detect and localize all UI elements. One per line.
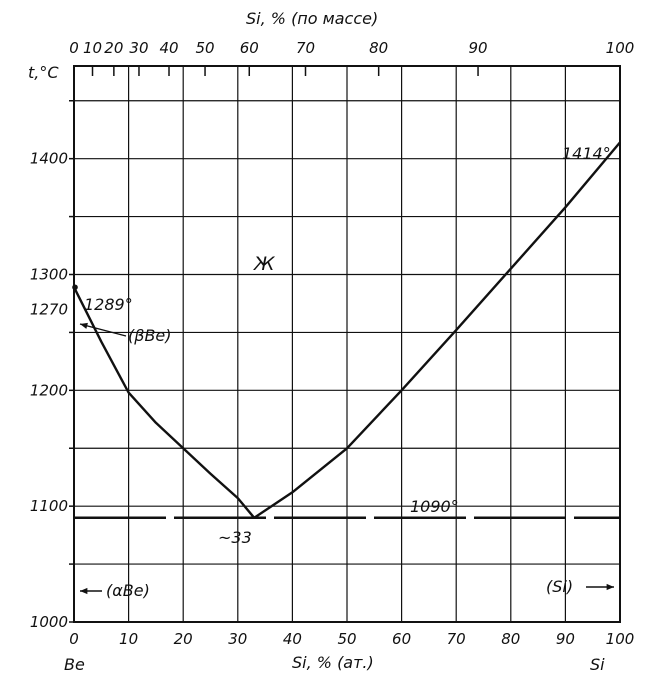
x-tick-label: 10 [119, 630, 138, 648]
annotation-arrows [79, 322, 614, 595]
si-phase-label: (Si) [546, 577, 573, 596]
series-liquidus-right [253, 141, 621, 519]
y-tick-label: 1400 [30, 150, 68, 168]
x-tick-label: 50 [337, 630, 356, 648]
x-tick-label: 100 [606, 630, 635, 648]
top-tick-label: 40 [159, 39, 178, 57]
grid [74, 66, 620, 622]
eutectic-composition-label: ~33 [218, 528, 252, 547]
top-tick-label: 90 [468, 39, 487, 57]
top-axis-label: Si, % (по массе) [246, 9, 378, 28]
be-melting-point [72, 284, 78, 291]
tick-labels: 0 10 20 30 40 50 60 70 80 90 1000 10 20 30 40 50 60 70 80 9… [30, 39, 635, 648]
x-tick-label: 40 [283, 630, 302, 648]
x-tick-label: 60 [392, 630, 411, 648]
beta-be-label: (βBe) [128, 326, 172, 345]
y-tick-label: 1200 [30, 381, 68, 399]
x-tick-label: 70 [447, 630, 466, 648]
y-tick-label: 1100 [30, 497, 68, 515]
si-phase-arrow-head [606, 583, 614, 591]
y-tick-label: 1000 [30, 613, 68, 631]
eutectic-temp-label: 1090° [410, 497, 459, 516]
top-tick-label: 60 [240, 39, 259, 57]
liquid-phase-label: Ж [253, 253, 276, 275]
series-liquidus-left [72, 286, 256, 519]
plot-frame [69, 65, 621, 623]
element-label-si: Si [590, 655, 605, 674]
x-tick-label: 90 [556, 630, 575, 648]
element-label-be: Be [64, 655, 85, 674]
plot-border [73, 65, 621, 623]
y-axis-label: t,°C [28, 63, 59, 82]
liquidus-curves [72, 141, 621, 520]
top-tick-label: 20 [104, 39, 123, 57]
x-tick-label: 0 [69, 630, 79, 648]
top-tick-label: 30 [129, 39, 148, 57]
top-tick-label: 10 [83, 39, 102, 57]
top-tick-label: 50 [195, 39, 214, 57]
top-tick-label: 70 [296, 39, 315, 57]
alpha-be-label: (αBe) [106, 581, 150, 600]
bottom-axis-label: Si, % (ат.) [292, 653, 374, 672]
y-tick-label: 1300 [30, 266, 68, 284]
top-tick-label: 0 [69, 39, 79, 57]
top-tick-label: 100 [606, 39, 635, 57]
beta-be-arrow [79, 323, 127, 337]
x-tick-label: 30 [228, 630, 247, 648]
x-tick-label: 20 [174, 630, 193, 648]
top-tick-label: 80 [369, 39, 388, 57]
be-melting-label: 1289° [84, 295, 133, 314]
y-tick-label: 1270 [30, 300, 68, 318]
x-tick-label: 80 [501, 630, 520, 648]
beta-be-arrow-head [80, 322, 88, 329]
alpha-be-arrow-head [80, 587, 88, 595]
si-melting-label: 1414° [562, 144, 611, 163]
